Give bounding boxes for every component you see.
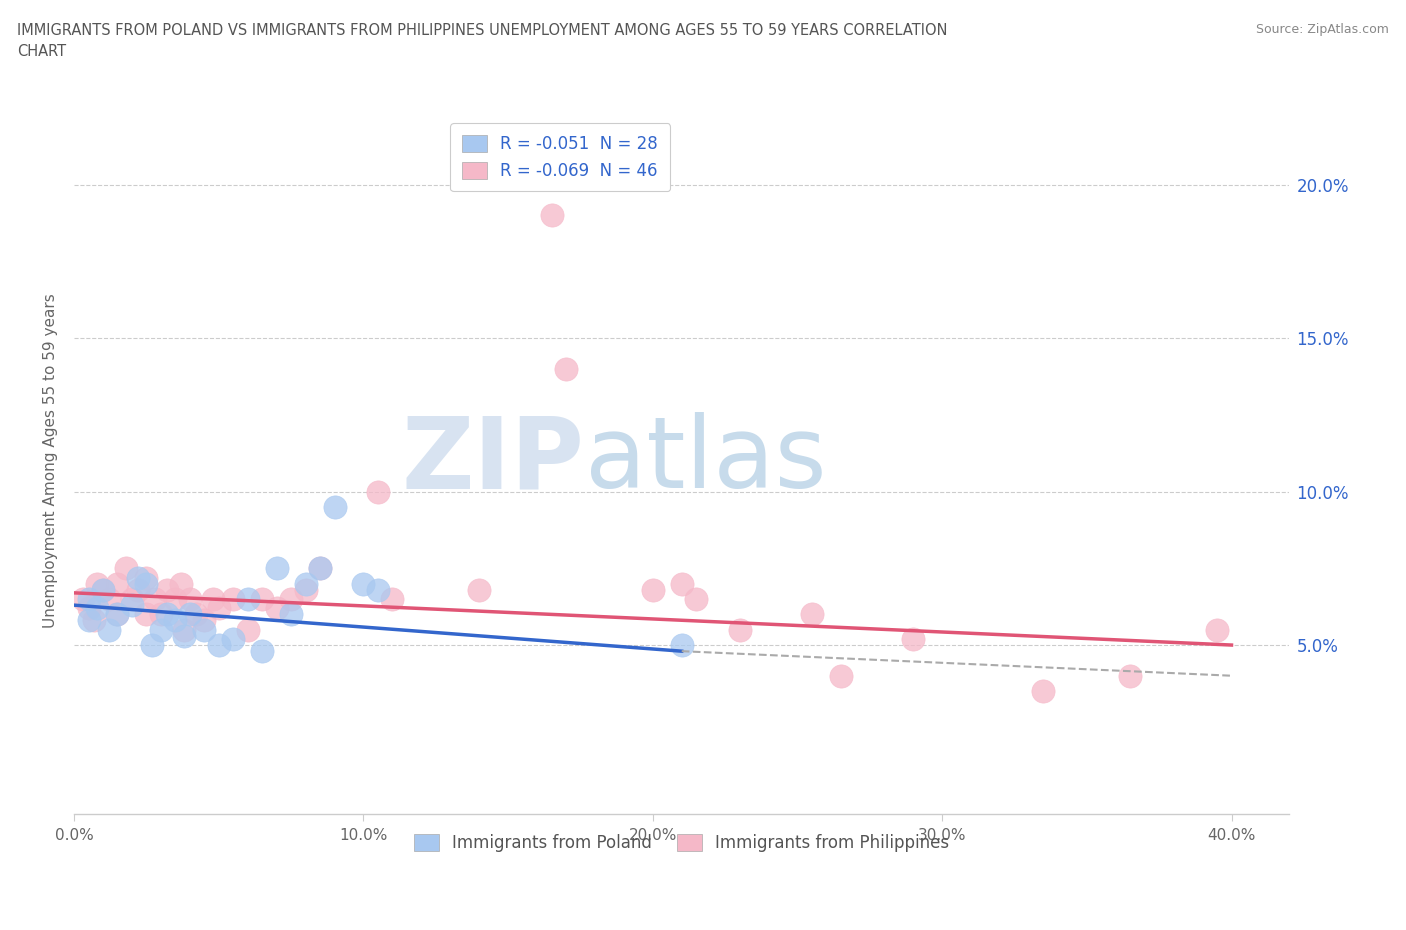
Point [280,607,302,622]
Point [555,362,578,377]
Point [156,582,179,597]
Point [135,570,157,585]
Point [135,607,157,622]
Point [903,631,925,646]
Y-axis label: Unemployment Among Ages 55 to 59 years: Unemployment Among Ages 55 to 59 years [44,294,58,629]
Point [86,601,108,616]
Point [149,622,172,637]
Point [800,607,823,622]
Point [91,582,114,597]
Point [173,629,195,644]
Point [294,577,316,591]
Point [107,607,129,622]
Point [250,591,273,606]
Point [201,591,224,606]
Point [250,644,273,658]
Point [685,591,707,606]
Point [1032,684,1054,698]
Point [77,591,100,606]
Point [222,591,245,606]
Point [127,570,149,585]
Point [179,607,201,622]
Point [143,591,166,606]
Point [309,561,332,576]
Point [179,591,201,606]
Point [193,613,215,628]
Point [72,591,94,606]
Point [236,591,259,606]
Point [1206,622,1229,637]
Point [91,582,114,597]
Point [309,561,332,576]
Point [671,638,693,653]
Point [77,613,100,628]
Text: atlas: atlas [585,412,827,510]
Point [641,582,664,597]
Point [266,561,288,576]
Point [156,607,179,622]
Point [107,607,129,622]
Point [1119,669,1142,684]
Point [173,622,195,637]
Point [728,622,751,637]
Point [165,613,187,628]
Text: IMMIGRANTS FROM POLAND VS IMMIGRANTS FROM PHILIPPINES UNEMPLOYMENT AMONG AGES 55: IMMIGRANTS FROM POLAND VS IMMIGRANTS FRO… [17,23,948,60]
Point [540,208,562,223]
Legend: Immigrants from Poland, Immigrants from Philippines: Immigrants from Poland, Immigrants from … [408,827,956,858]
Point [184,607,207,622]
Point [367,582,389,597]
Point [115,561,138,576]
Point [121,591,143,606]
Point [170,577,193,591]
Point [97,622,120,637]
Point [208,638,231,653]
Point [127,582,149,597]
Point [280,591,302,606]
Text: ZIP: ZIP [402,412,585,510]
Point [468,582,491,597]
Point [107,577,129,591]
Point [367,485,389,499]
Point [149,607,172,622]
Point [352,577,374,591]
Point [381,591,404,606]
Point [236,622,259,637]
Point [208,601,231,616]
Point [830,669,852,684]
Point [294,582,316,597]
Point [222,631,245,646]
Text: Source: ZipAtlas.com: Source: ZipAtlas.com [1256,23,1389,36]
Point [193,622,215,637]
Point [671,577,693,591]
Point [165,591,187,606]
Point [83,613,105,628]
Point [121,598,143,613]
Point [77,601,100,616]
Point [97,591,120,606]
Point [266,601,288,616]
Point [141,638,163,653]
Point [323,499,346,514]
Point [86,577,108,591]
Point [135,577,157,591]
